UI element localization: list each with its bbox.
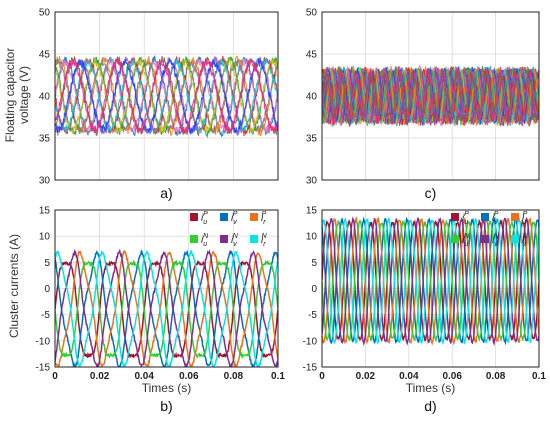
voltage-trace bbox=[322, 68, 539, 126]
y-tick-label: -5 bbox=[308, 310, 317, 321]
series-group bbox=[55, 54, 278, 139]
legend-label: ivN bbox=[492, 233, 500, 248]
y-tick-label: -15 bbox=[36, 363, 51, 374]
series-group bbox=[322, 215, 539, 347]
legend-swatch bbox=[481, 213, 489, 221]
x-tick-label: 0.04 bbox=[134, 371, 154, 382]
x-tick-label: 0.02 bbox=[90, 371, 110, 382]
y-tick-label: 35 bbox=[306, 134, 318, 145]
y-tick-label: 5 bbox=[311, 258, 317, 269]
legend-label: iuP bbox=[201, 211, 208, 226]
panel-c: 30 35 40 45 50 c) bbox=[306, 8, 540, 201]
x-tick-label: 0 bbox=[52, 371, 58, 382]
y-tick-label: 0 bbox=[311, 284, 317, 295]
axes-frame bbox=[54, 209, 279, 368]
y-tick-label: 10 bbox=[306, 232, 318, 243]
panel-a: 30 35 40 45 50 a) bbox=[39, 8, 279, 201]
x-tick-label: 0.04 bbox=[399, 371, 419, 382]
legend-swatch bbox=[451, 235, 459, 243]
panel-label: c) bbox=[425, 185, 437, 201]
y-tick-label: -15 bbox=[303, 363, 318, 374]
series-line-v-N bbox=[322, 216, 539, 347]
series-line-v-N bbox=[55, 248, 278, 367]
y-tick-label: 30 bbox=[306, 176, 318, 187]
y-tick-label: 35 bbox=[39, 134, 51, 145]
legend: iuP ivP irP iuN ivN irN bbox=[451, 211, 529, 248]
panel-label: b) bbox=[160, 398, 172, 414]
legend-label: iuN bbox=[201, 233, 209, 248]
y-tick-label: -10 bbox=[303, 336, 318, 347]
panel-label: a) bbox=[160, 185, 172, 201]
y-tick-label: -5 bbox=[41, 310, 50, 321]
y-axis-title-bottom: Cluster currents (A) bbox=[7, 234, 21, 338]
x-axis-title: Times (s) bbox=[406, 381, 456, 395]
legend-label: irN bbox=[261, 233, 268, 248]
y-tick-label: 10 bbox=[39, 232, 51, 243]
panel-b: -15 -10 -5 0 5 10 15 0 0.02 0.04 0.06 0.08 0.1 Times … bbox=[36, 206, 286, 415]
series-line-r-N bbox=[55, 249, 278, 367]
legend-swatch bbox=[511, 213, 519, 221]
legend: iuP ivP irP iuN ivN irN bbox=[190, 211, 268, 248]
y-tick-label: 30 bbox=[39, 176, 51, 187]
legend-swatch bbox=[511, 235, 519, 243]
legend-label: ivP bbox=[231, 211, 238, 226]
y-tick-label: -10 bbox=[36, 336, 51, 347]
y-axis-title-top-line2: voltage (V) bbox=[17, 66, 31, 124]
axes-frame bbox=[321, 209, 540, 368]
x-tick-label: 0.08 bbox=[224, 371, 244, 382]
y-tick-label: 0 bbox=[44, 284, 50, 295]
legend-swatch bbox=[190, 235, 198, 243]
x-tick-label: 0.02 bbox=[356, 371, 376, 382]
y-tick-label: 15 bbox=[306, 206, 318, 217]
series-line-u-N bbox=[55, 259, 278, 360]
axes-frame bbox=[54, 11, 279, 181]
legend-swatch bbox=[250, 235, 258, 243]
x-tick-label: 0.1 bbox=[271, 371, 285, 382]
panel-label: d) bbox=[424, 398, 436, 414]
legend-label: iuP bbox=[462, 211, 469, 226]
series-group bbox=[55, 248, 278, 367]
panel-d: -15 -10 -5 0 5 10 15 0 0.02 0.04 0.06 0.08 0.1 Times … bbox=[303, 206, 547, 415]
legend-label: ivP bbox=[492, 211, 499, 226]
legend-label: ivN bbox=[231, 233, 239, 248]
series-group bbox=[322, 64, 539, 128]
x-axis-title: Times (s) bbox=[142, 381, 192, 395]
voltage-trace bbox=[55, 57, 278, 134]
x-tick-label: 0.06 bbox=[442, 371, 462, 382]
voltage-trace bbox=[322, 68, 539, 124]
y-tick-label: 45 bbox=[39, 50, 51, 61]
legend-swatch bbox=[250, 213, 258, 221]
legend-label: irP bbox=[261, 211, 267, 226]
legend-label: irN bbox=[522, 233, 529, 248]
series-line-u-N bbox=[322, 219, 539, 343]
legend-swatch bbox=[190, 213, 198, 221]
y-tick-label: 50 bbox=[306, 8, 318, 19]
y-tick-label: 50 bbox=[39, 8, 51, 19]
legend-swatch bbox=[481, 235, 489, 243]
y-axis-title-top-line1: Floating capacitor bbox=[3, 48, 17, 143]
legend-swatch bbox=[220, 213, 228, 221]
series-line-r-N bbox=[322, 217, 539, 345]
legend-swatch bbox=[451, 213, 459, 221]
y-tick-label: 40 bbox=[39, 92, 51, 103]
voltage-trace bbox=[55, 57, 278, 134]
legend-label: iuN bbox=[462, 233, 470, 248]
axes-frame bbox=[321, 11, 540, 181]
y-tick-label: 5 bbox=[44, 258, 50, 269]
x-tick-label: 0 bbox=[319, 371, 325, 382]
voltage-trace bbox=[322, 67, 539, 125]
y-tick-label: 15 bbox=[39, 206, 51, 217]
x-tick-label: 0.08 bbox=[486, 371, 506, 382]
x-tick-label: 0.06 bbox=[179, 371, 199, 382]
legend-label: irP bbox=[522, 211, 528, 226]
y-tick-label: 45 bbox=[306, 50, 318, 61]
y-tick-label: 40 bbox=[306, 92, 318, 103]
x-tick-label: 0.1 bbox=[532, 371, 546, 382]
legend-swatch bbox=[220, 235, 228, 243]
